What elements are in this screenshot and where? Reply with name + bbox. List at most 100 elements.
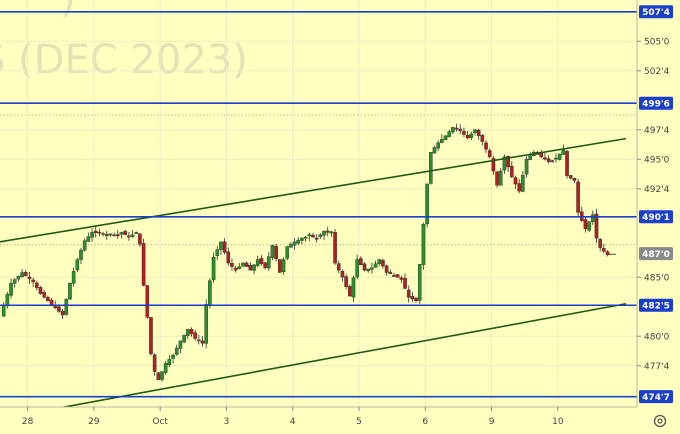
candle-up [561, 149, 566, 155]
candle-down [384, 265, 389, 273]
candle-down [495, 171, 499, 186]
time-tick-label: 3 [224, 417, 230, 427]
candle-down [278, 259, 282, 273]
candle-down [35, 282, 39, 289]
candle-down [200, 340, 205, 344]
candle-up [591, 214, 595, 222]
candle-down [484, 142, 488, 150]
candle-down [244, 262, 249, 267]
candle-down [506, 155, 510, 168]
candle-down [347, 286, 352, 297]
candle-down [226, 251, 231, 264]
candle-up [163, 363, 168, 373]
candle-up [554, 157, 558, 160]
candle-down [546, 158, 551, 162]
candle-down [465, 135, 470, 139]
candle-up [355, 259, 359, 278]
candle-down [248, 265, 253, 271]
candle-down [539, 152, 544, 158]
candle-up [182, 334, 186, 343]
candle-up [521, 174, 525, 192]
candle-down [152, 354, 157, 372]
candle-up [82, 240, 87, 251]
candle-up [329, 231, 334, 234]
candle-up [447, 131, 452, 137]
price-tick-label: 495'0 [644, 156, 670, 166]
time-tick-label: 6 [422, 417, 428, 427]
candle-up [429, 151, 433, 184]
candle-up [90, 232, 94, 238]
candle-down [517, 183, 521, 192]
candle-up [502, 156, 507, 171]
candle-up [281, 259, 286, 273]
candle-up [86, 236, 91, 242]
candle-down [27, 276, 32, 280]
candle-down [414, 297, 418, 302]
candle-down [57, 306, 61, 312]
candle-down [510, 165, 514, 178]
candle-down [149, 317, 153, 355]
candle-down [23, 272, 28, 276]
candle-up [208, 280, 212, 305]
candle-up [167, 359, 172, 366]
candle-down [381, 259, 385, 267]
candle-up [469, 133, 474, 138]
candle-up [377, 259, 382, 264]
level-price-tag-background [639, 5, 673, 19]
candle-down [605, 251, 610, 256]
candle-down [491, 158, 496, 172]
candle-down [476, 129, 481, 136]
candle-up [174, 347, 179, 355]
price-axis [637, 0, 680, 407]
candle-down [193, 332, 197, 339]
time-tick-label: 10 [552, 417, 564, 427]
price-tick-labels: 505'0 502'4 497'4 495'0 492'4 485'0 480'0 477'4 [637, 38, 670, 372]
trend-line [0, 137, 627, 243]
candle-up [296, 239, 301, 244]
candle-down [141, 243, 146, 286]
candle-down [458, 128, 463, 132]
level-price-tag-background [639, 96, 673, 110]
candle-down [583, 219, 588, 230]
candle-up [79, 249, 83, 260]
candle-up [307, 234, 312, 237]
candle-up [255, 259, 260, 266]
level-price-tag: 474'7 [642, 393, 670, 403]
candle-up [421, 223, 426, 265]
candle-up [432, 147, 437, 154]
candle-up [252, 264, 256, 271]
candle-up [266, 256, 271, 269]
candle-down [222, 241, 227, 253]
candle-up [75, 259, 80, 271]
candle-down [454, 127, 459, 130]
candle-down [156, 372, 161, 381]
candle-down [38, 287, 43, 294]
candle-up [270, 245, 275, 259]
candle-down [311, 234, 315, 238]
candle-up [108, 233, 113, 236]
candle-up [528, 155, 533, 160]
candle-down [127, 235, 131, 238]
price-tick-label: 502'4 [644, 67, 670, 77]
candlesticks [1, 123, 616, 382]
candle-up [171, 354, 175, 359]
candle-up [1, 304, 6, 317]
level-price-tag-background [639, 210, 673, 224]
candle-up [237, 266, 242, 269]
candle-up [440, 139, 444, 143]
axis-settings-icon[interactable] [653, 414, 667, 428]
level-price-tag: 482'5 [642, 302, 670, 312]
level-price-tag-background [639, 390, 673, 404]
candle-up [12, 279, 17, 284]
candle-down [333, 232, 337, 264]
candle-down [572, 178, 577, 181]
candle-up [204, 304, 208, 344]
time-tick-label: 4 [290, 417, 296, 427]
candle-up [101, 233, 105, 235]
candle-down [112, 234, 116, 237]
instrument-watermark: S (DEC 2023) [0, 37, 248, 83]
candle-down [565, 151, 569, 176]
candle-down [93, 230, 98, 233]
candle-up [373, 263, 378, 268]
